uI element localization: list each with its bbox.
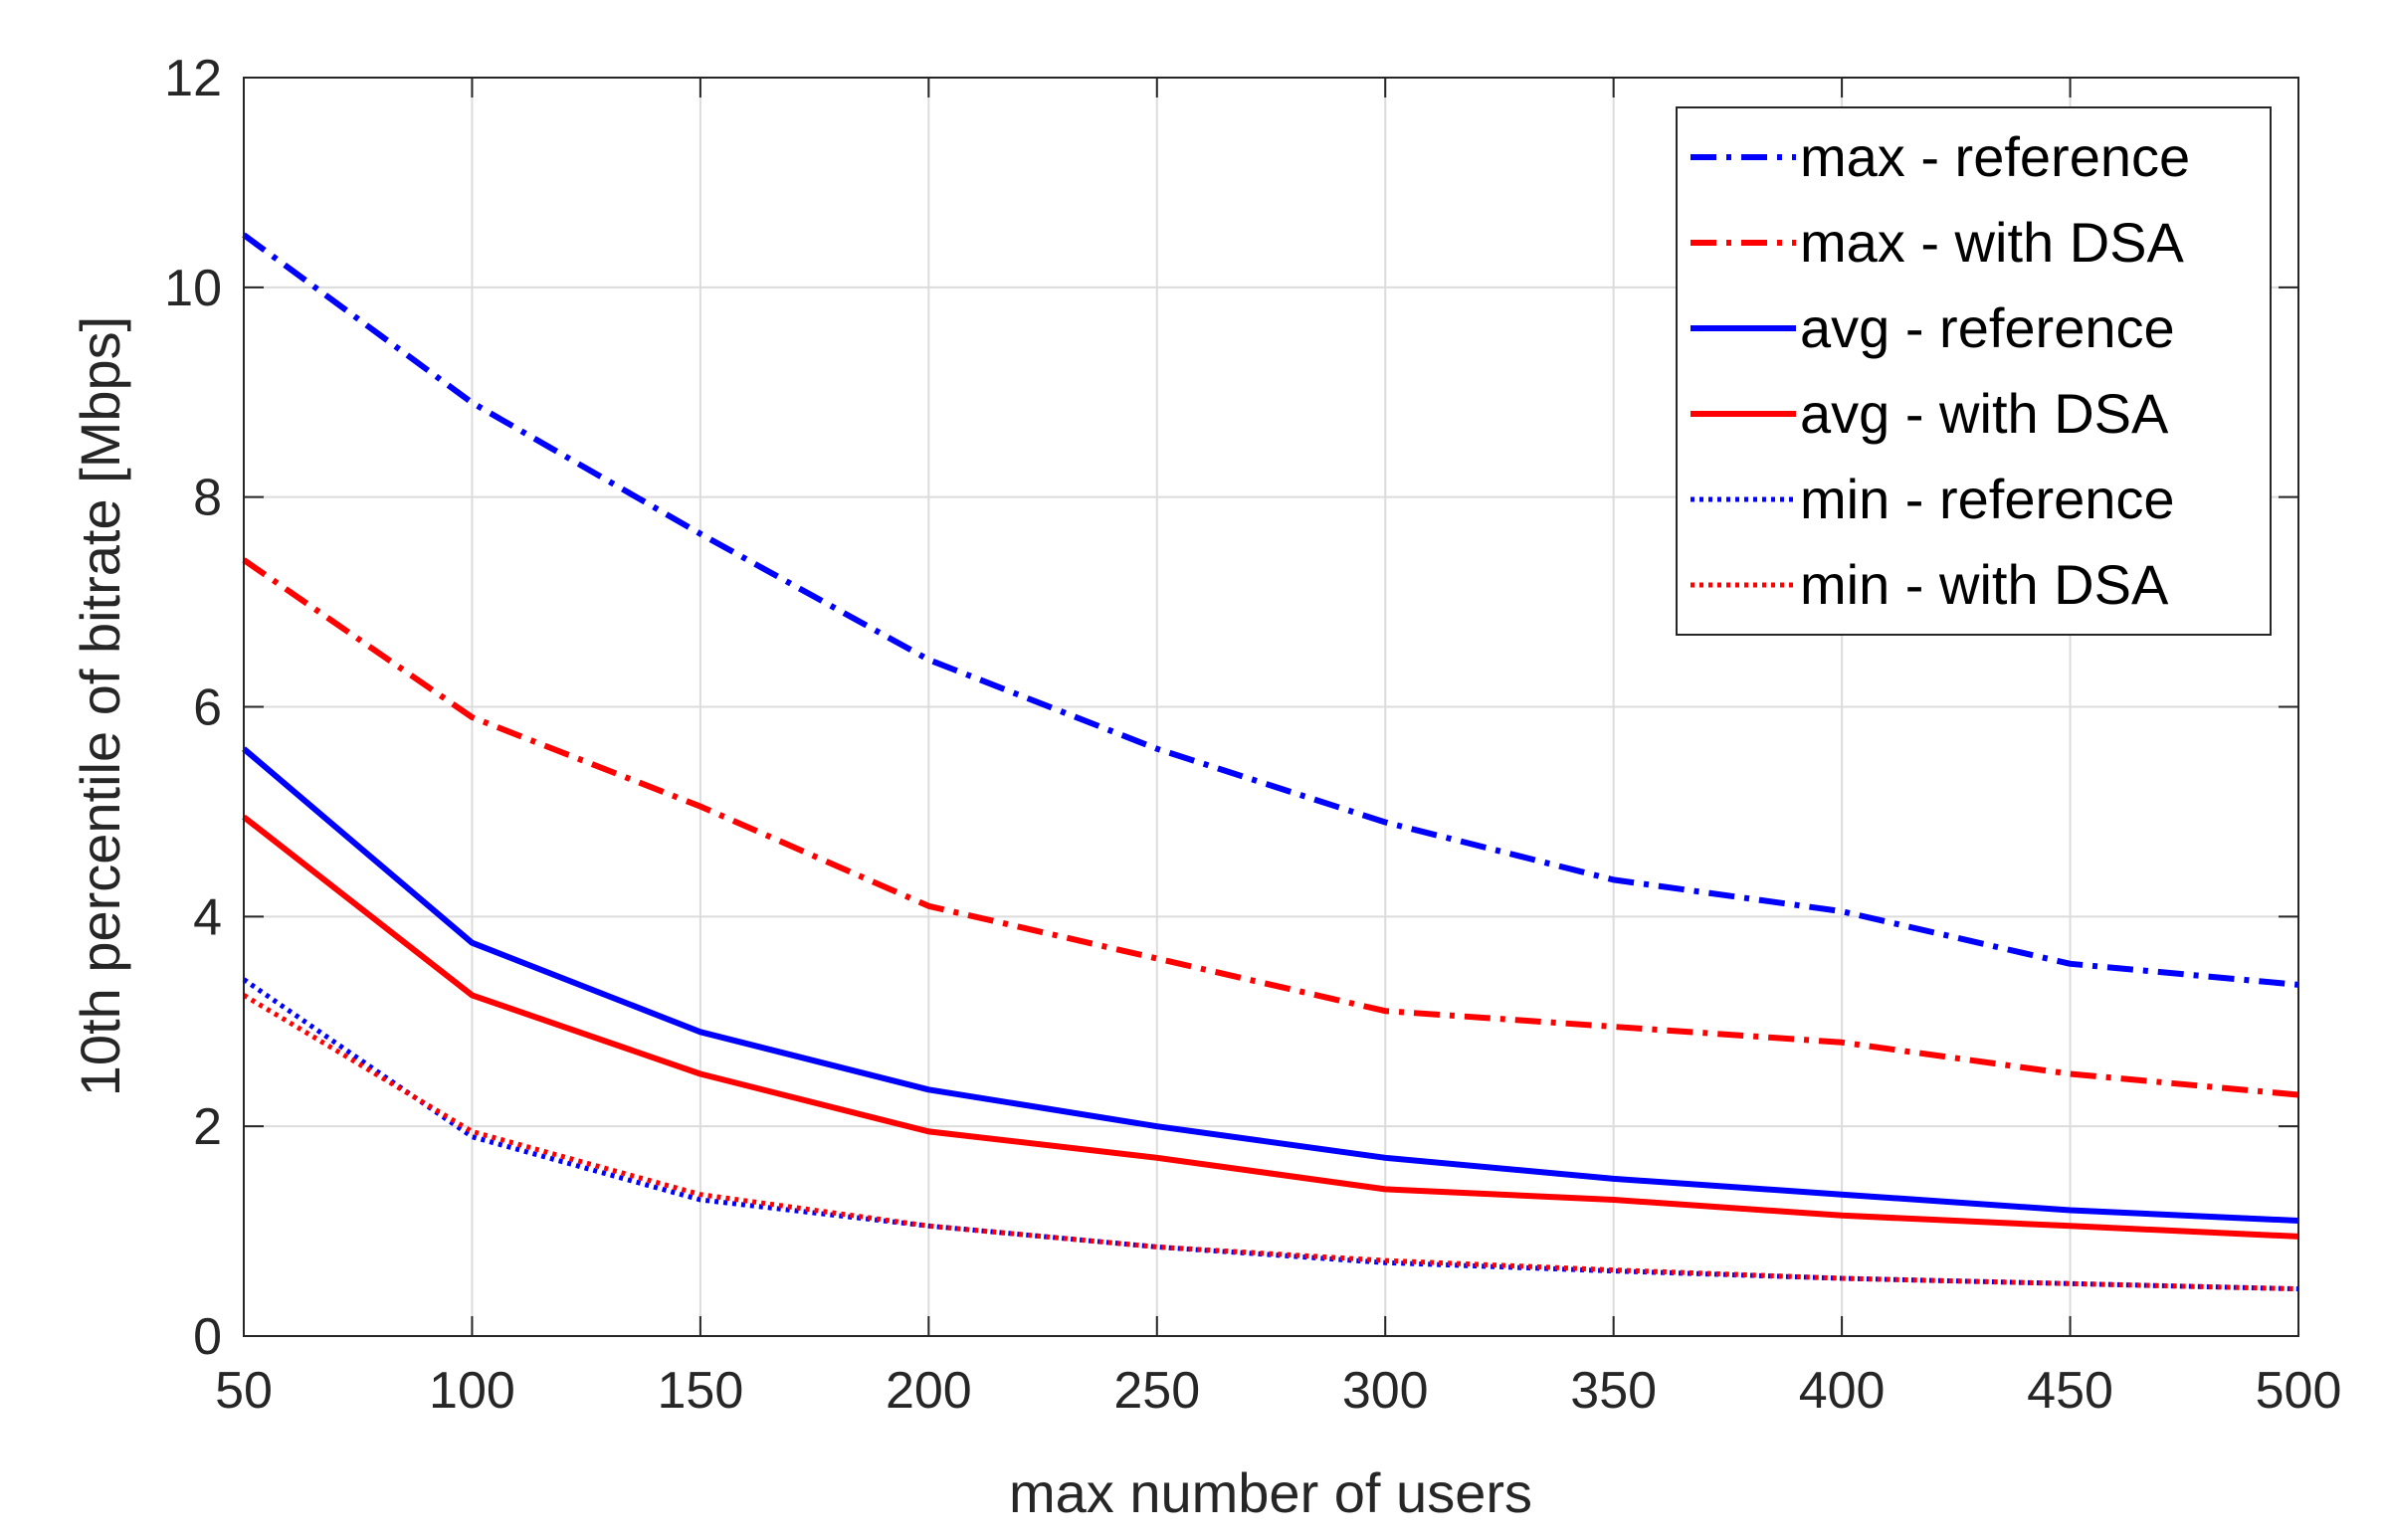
series-line-5 bbox=[242, 977, 2299, 1292]
axis-ticks: 50 100 150 200 250 300 350 400 450 500 0 2 4 6 8 10 12 bbox=[164, 50, 2341, 1420]
x-tick-label: 250 bbox=[1113, 1362, 1200, 1420]
series-line-2 bbox=[242, 557, 2299, 1098]
legend: max - reference max - with DSA avg - refer… bbox=[1676, 106, 2272, 636]
y-tick-label: 4 bbox=[193, 888, 222, 946]
y-tick-label: 10 bbox=[164, 260, 222, 317]
legend-label: avg - with DSA bbox=[1800, 382, 2169, 445]
x-tick-label: 150 bbox=[658, 1362, 744, 1420]
legend-label: min - with DSA bbox=[1800, 553, 2169, 616]
series-line-4 bbox=[242, 814, 2299, 1240]
x-tick-label: 200 bbox=[886, 1362, 972, 1420]
series-line-3 bbox=[242, 746, 2299, 1224]
legend-box bbox=[1676, 106, 2272, 636]
x-tick-label: 50 bbox=[215, 1362, 273, 1420]
x-tick-label: 100 bbox=[429, 1362, 515, 1420]
legend-label: avg - reference bbox=[1800, 296, 2175, 359]
x-tick-label: 450 bbox=[2027, 1362, 2113, 1420]
legend-label: max - with DSA bbox=[1800, 211, 2184, 274]
y-tick-label: 0 bbox=[193, 1308, 222, 1366]
series-lines bbox=[242, 232, 2299, 1292]
x-axis-label: max number of users bbox=[1009, 1461, 1532, 1524]
y-tick-label: 12 bbox=[164, 50, 222, 107]
y-tick-label: 8 bbox=[193, 470, 222, 527]
series-line-1 bbox=[242, 232, 2299, 988]
legend-label: max - reference bbox=[1800, 125, 2190, 188]
legend-label: min - reference bbox=[1800, 468, 2175, 530]
y-axis-label: 10th percentile of bitrate [Mbps] bbox=[69, 316, 131, 1096]
x-tick-label: 400 bbox=[1799, 1362, 1886, 1420]
y-tick-label: 6 bbox=[193, 679, 222, 737]
x-tick-label: 300 bbox=[1342, 1362, 1429, 1420]
series-line-6 bbox=[242, 993, 2299, 1292]
x-tick-label: 350 bbox=[1570, 1362, 1657, 1420]
x-tick-label: 500 bbox=[2256, 1362, 2342, 1420]
y-tick-label: 2 bbox=[193, 1098, 222, 1156]
